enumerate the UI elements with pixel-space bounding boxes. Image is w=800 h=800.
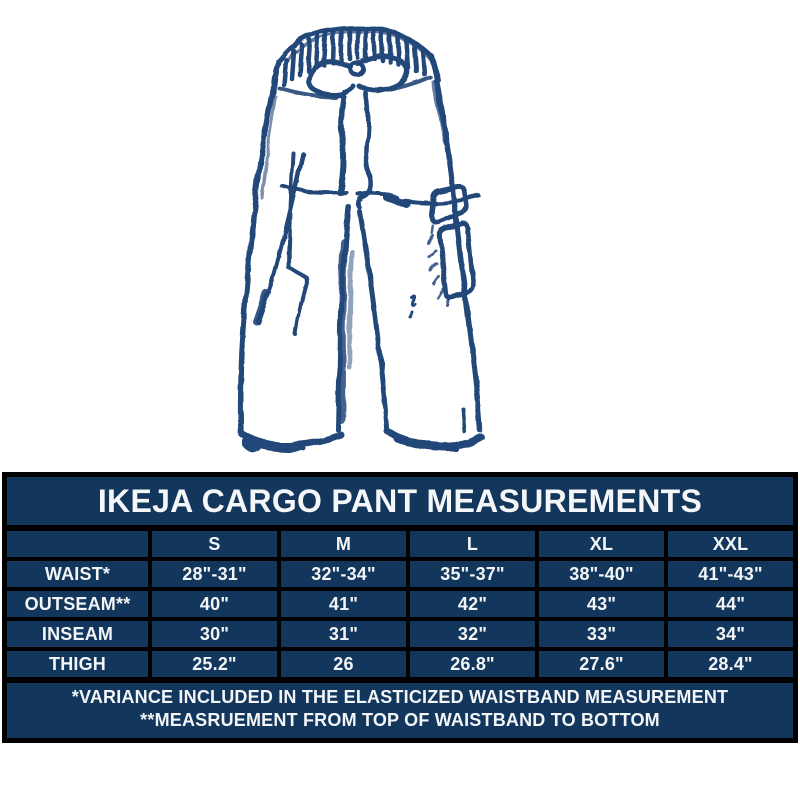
inseam-xxl: 34" (668, 621, 793, 647)
column-header-m: M (281, 531, 406, 557)
inseam-l: 32" (410, 621, 535, 647)
row-label-outseam: OUTSEAM** (7, 591, 148, 617)
inseam-m: 31" (281, 621, 406, 647)
outseam-l: 42" (410, 591, 535, 617)
inseam-s: 30" (152, 621, 277, 647)
thigh-xl: 27.6" (539, 651, 664, 677)
waist-xl: 38"-40" (539, 561, 664, 587)
thigh-xxl: 28.4" (668, 651, 793, 677)
size-chart-page: IKEJA CARGO PANT MEASUREMENTS S M L XL X… (2, 25, 798, 743)
row-label-inseam: INSEAM (7, 621, 148, 647)
thigh-m: 26 (281, 651, 406, 677)
cargo-pants-sketch-icon (237, 25, 485, 453)
outseam-xxl: 44" (668, 591, 793, 617)
outseam-xl: 43" (539, 591, 664, 617)
inseam-xl: 33" (539, 621, 664, 647)
column-header-xl: XL (539, 531, 664, 557)
waist-s: 28"-31" (152, 561, 277, 587)
footnotes: *VARIANCE INCLUDED IN THE ELASTICIZED WA… (7, 683, 793, 738)
column-header-xxl: XXL (668, 531, 793, 557)
waist-l: 35"-37" (410, 561, 535, 587)
table-title: IKEJA CARGO PANT MEASUREMENTS (7, 477, 793, 525)
corner-cell (7, 531, 148, 557)
column-header-l: L (410, 531, 535, 557)
outseam-m: 41" (281, 591, 406, 617)
footnote-variance: *VARIANCE INCLUDED IN THE ELASTICIZED WA… (71, 687, 729, 707)
thigh-s: 25.2" (152, 651, 277, 677)
outseam-s: 40" (152, 591, 277, 617)
waist-m: 32"-34" (281, 561, 406, 587)
row-label-thigh: THIGH (7, 651, 148, 677)
measurements-table: IKEJA CARGO PANT MEASUREMENTS S M L XL X… (2, 472, 798, 743)
thigh-l: 26.8" (410, 651, 535, 677)
row-label-waist: WAIST* (7, 561, 148, 587)
waist-xxl: 41"-43" (668, 561, 793, 587)
size-grid: S M L XL XXL WAIST* 28"-31" 32"-34" 35"-… (7, 531, 793, 677)
column-header-s: S (152, 531, 277, 557)
footnote-measurement: **MEASRUEMENT FROM TOP OF WAISTBAND TO B… (140, 710, 660, 730)
sketch-area (237, 25, 485, 453)
